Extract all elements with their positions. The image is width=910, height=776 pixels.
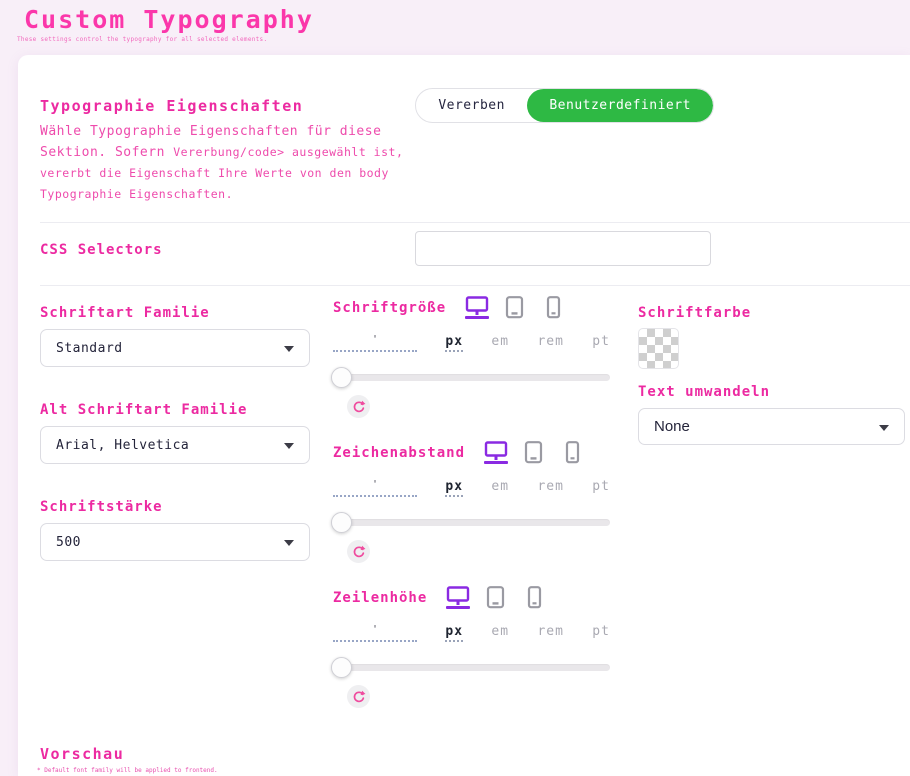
typography-properties-description: Wähle Typographie Eigenschaften für dies… xyxy=(40,121,422,205)
tablet-icon[interactable] xyxy=(482,583,509,613)
slider-track[interactable] xyxy=(333,374,610,381)
unit-em-button[interactable]: em xyxy=(491,334,509,352)
preview-note: * Default font family will be applied to… xyxy=(37,767,218,774)
custom-button[interactable]: Benutzerdefiniert xyxy=(527,89,713,122)
font-weight-value: 500 xyxy=(56,534,81,550)
font-weight-select[interactable]: 500 xyxy=(40,523,310,561)
letter-spacing-label: Zeichenabstand xyxy=(333,445,466,461)
reset-icon[interactable] xyxy=(347,685,370,708)
font-size-value-input[interactable]: ' xyxy=(333,334,417,352)
line-height-value-input[interactable]: ' xyxy=(333,624,417,642)
unit-rem-button[interactable]: rem xyxy=(537,624,563,642)
alt-font-family-label: Alt Schriftart Familie xyxy=(40,402,248,418)
reset-icon[interactable] xyxy=(347,395,370,418)
text-transform-value: None xyxy=(654,418,690,435)
mobile-icon[interactable] xyxy=(520,583,547,613)
unit-rem-button[interactable]: rem xyxy=(537,334,563,352)
alt-font-family-select[interactable]: Arial, Helvetica xyxy=(40,426,310,464)
line-height-label: Zeilenhöhe xyxy=(333,590,428,606)
unit-pt-button[interactable]: pt xyxy=(592,624,610,642)
chevron-down-icon xyxy=(284,443,294,449)
inherit-button[interactable]: Vererben xyxy=(416,89,527,122)
text-transform-label: Text umwandeln xyxy=(638,384,771,400)
font-family-value: Standard xyxy=(56,340,123,356)
description-code: Vererbung/code> ausgewählt xyxy=(173,145,374,159)
letter-spacing-control-group: Zeichenabstand ' px em rem pt xyxy=(331,436,610,563)
font-color-swatch[interactable] xyxy=(638,328,679,369)
font-family-label: Schriftart Familie xyxy=(40,305,210,321)
chevron-down-icon xyxy=(284,540,294,546)
section-heading-typography-properties: Typographie Eigenschaften xyxy=(40,97,304,115)
chevron-down-icon xyxy=(284,346,294,352)
unit-rem-button[interactable]: rem xyxy=(537,479,563,497)
reset-icon[interactable] xyxy=(347,540,370,563)
css-selectors-input[interactable] xyxy=(415,231,711,266)
alt-font-family-value: Arial, Helvetica xyxy=(56,437,190,453)
unit-px-button[interactable]: px xyxy=(445,624,464,642)
text-transform-select[interactable]: None xyxy=(638,408,905,445)
description-rest: ist, vererbt die Eigenschaft Ihre Werte … xyxy=(40,145,404,201)
line-height-control-group: Zeilenhöhe ' px em rem pt xyxy=(331,581,610,708)
page-title: Custom Typography xyxy=(24,5,314,34)
mobile-icon[interactable] xyxy=(539,293,566,323)
settings-card: Typographie Eigenschaften Wähle Typograp… xyxy=(18,55,910,776)
tablet-icon[interactable] xyxy=(520,438,547,468)
description-lead: Wähle Typographie Eigenschaften für dies… xyxy=(40,124,382,160)
preview-heading: Vorschau xyxy=(40,745,125,763)
desktop-icon[interactable] xyxy=(463,293,490,323)
slider-thumb[interactable] xyxy=(331,657,352,678)
mobile-icon[interactable] xyxy=(558,438,585,468)
divider xyxy=(40,222,910,223)
unit-em-button[interactable]: em xyxy=(491,624,509,642)
letter-spacing-slider[interactable] xyxy=(331,511,610,533)
inherit-custom-toggle: Vererben Benutzerdefiniert xyxy=(415,88,714,123)
letter-spacing-value-input[interactable]: ' xyxy=(333,479,417,497)
slider-track[interactable] xyxy=(333,664,610,671)
unit-pt-button[interactable]: pt xyxy=(592,479,610,497)
page-subtitle: These settings control the typography fo… xyxy=(17,36,268,43)
unit-px-button[interactable]: px xyxy=(445,334,464,352)
line-height-slider[interactable] xyxy=(331,656,610,678)
desktop-icon[interactable] xyxy=(444,583,471,613)
chevron-down-icon xyxy=(879,424,889,431)
unit-pt-button[interactable]: pt xyxy=(592,334,610,352)
unit-px-button[interactable]: px xyxy=(445,479,464,497)
tablet-icon[interactable] xyxy=(501,293,528,323)
font-family-select[interactable]: Standard xyxy=(40,329,310,367)
font-size-slider[interactable] xyxy=(331,366,610,388)
unit-em-button[interactable]: em xyxy=(491,479,509,497)
font-size-control-group: Schriftgröße ' px em rem pt xyxy=(331,291,610,418)
slider-thumb[interactable] xyxy=(331,512,352,533)
desktop-icon[interactable] xyxy=(482,438,509,468)
divider xyxy=(40,285,910,286)
slider-thumb[interactable] xyxy=(331,367,352,388)
font-size-label: Schriftgröße xyxy=(333,300,447,316)
css-selectors-label: CSS Selectors xyxy=(40,242,163,258)
font-weight-label: Schriftstärke xyxy=(40,499,163,515)
font-color-label: Schriftfarbe xyxy=(638,305,752,321)
slider-track[interactable] xyxy=(333,519,610,526)
